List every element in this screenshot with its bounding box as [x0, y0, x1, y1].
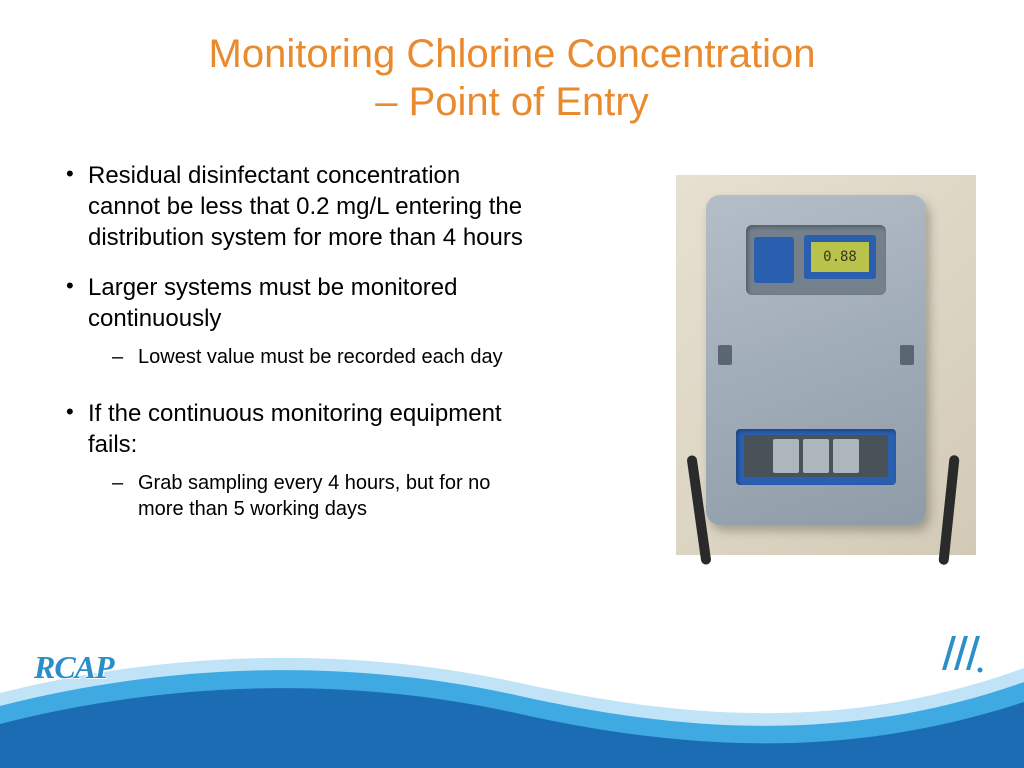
bullet-3-sublist: Grab sampling every 4 hours, but for no … [88, 470, 530, 522]
bullet-list: Residual disinfectant concentration cann… [60, 160, 530, 370]
title-line-1: Monitoring Chlorine Concentration [209, 32, 816, 76]
slide-title: Monitoring Chlorine Concentration – Poin… [0, 0, 1024, 126]
brand-label [754, 237, 794, 283]
bullet-3-text: If the continuous monitoring equipment f… [88, 400, 502, 458]
rcap-logo-text: RCAP [34, 649, 114, 685]
rcap-logo: RCAP [34, 649, 114, 686]
latch-right [900, 345, 914, 365]
title-line-2: – Point of Entry [375, 80, 648, 124]
reagent-vial [833, 439, 859, 473]
reagent-vial [803, 439, 829, 473]
analyzer-enclosure: 0.88 [706, 195, 926, 525]
latch-left [718, 345, 732, 365]
lcd-display: 0.88 [811, 242, 869, 272]
reagent-vial [773, 439, 799, 473]
bullet-2-sub-1: Lowest value must be recorded each day [88, 344, 530, 370]
slide: Monitoring Chlorine Concentration – Poin… [0, 0, 1024, 768]
device-image: 0.88 [676, 175, 976, 555]
bullet-list-2: If the continuous monitoring equipment f… [60, 398, 530, 522]
lcd-frame: 0.88 [804, 235, 876, 279]
bullet-2: Larger systems must be monitored continu… [60, 272, 530, 370]
bullet-3: If the continuous monitoring equipment f… [60, 398, 530, 522]
content-area: Residual disinfectant concentration cann… [60, 160, 530, 540]
reagent-window-frame [736, 429, 896, 485]
top-recess: 0.88 [746, 225, 886, 295]
water-logo-icon [936, 628, 984, 676]
reagent-window [744, 435, 888, 477]
bullet-2-text: Larger systems must be monitored continu… [88, 274, 457, 332]
bullet-2-sublist: Lowest value must be recorded each day [88, 344, 530, 370]
footer-wave [0, 598, 1024, 768]
bullet-1: Residual disinfectant concentration cann… [60, 160, 530, 254]
bullet-3-sub-1: Grab sampling every 4 hours, but for no … [88, 470, 530, 522]
